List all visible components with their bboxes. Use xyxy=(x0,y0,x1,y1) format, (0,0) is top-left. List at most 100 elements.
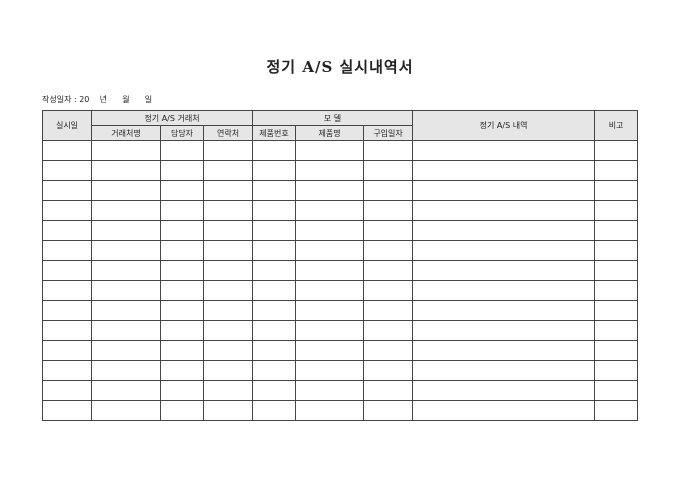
table-cell[interactable] xyxy=(160,200,204,221)
table-cell[interactable] xyxy=(91,180,161,201)
table-cell[interactable] xyxy=(594,380,639,401)
table-cell[interactable] xyxy=(295,340,365,361)
table-cell[interactable] xyxy=(202,140,254,161)
table-cell[interactable] xyxy=(363,180,414,201)
table-cell[interactable] xyxy=(594,200,639,221)
table-cell[interactable] xyxy=(295,160,365,181)
table-cell[interactable] xyxy=(160,280,204,301)
table-cell[interactable] xyxy=(42,180,92,201)
table-cell[interactable] xyxy=(412,340,596,361)
table-cell[interactable] xyxy=(412,380,596,401)
table-cell[interactable] xyxy=(42,400,92,421)
table-cell[interactable] xyxy=(594,240,639,261)
table-cell[interactable] xyxy=(363,400,414,421)
table-cell[interactable] xyxy=(252,240,297,261)
table-cell[interactable] xyxy=(412,240,596,261)
table-cell[interactable] xyxy=(412,180,596,201)
table-cell[interactable] xyxy=(160,400,204,421)
table-cell[interactable] xyxy=(363,300,414,321)
table-cell[interactable] xyxy=(412,140,596,161)
table-cell[interactable] xyxy=(91,240,161,261)
table-cell[interactable] xyxy=(594,320,639,341)
table-cell[interactable] xyxy=(295,260,365,281)
table-cell[interactable] xyxy=(91,160,161,181)
table-cell[interactable] xyxy=(252,280,297,301)
table-cell[interactable] xyxy=(594,140,639,161)
table-cell[interactable] xyxy=(363,380,414,401)
table-cell[interactable] xyxy=(363,140,414,161)
table-cell[interactable] xyxy=(295,200,365,221)
table-cell[interactable] xyxy=(202,360,254,381)
table-cell[interactable] xyxy=(295,300,365,321)
table-cell[interactable] xyxy=(42,280,92,301)
table-cell[interactable] xyxy=(252,160,297,181)
table-cell[interactable] xyxy=(252,180,297,201)
table-cell[interactable] xyxy=(295,140,365,161)
table-cell[interactable] xyxy=(42,300,92,321)
table-cell[interactable] xyxy=(363,320,414,341)
table-cell[interactable] xyxy=(363,200,414,221)
table-cell[interactable] xyxy=(252,320,297,341)
table-cell[interactable] xyxy=(42,200,92,221)
table-cell[interactable] xyxy=(42,260,92,281)
table-cell[interactable] xyxy=(594,260,639,281)
table-cell[interactable] xyxy=(252,260,297,281)
table-cell[interactable] xyxy=(42,380,92,401)
table-cell[interactable] xyxy=(42,360,92,381)
table-cell[interactable] xyxy=(91,280,161,301)
table-cell[interactable] xyxy=(295,400,365,421)
table-cell[interactable] xyxy=(42,240,92,261)
table-cell[interactable] xyxy=(42,140,92,161)
table-cell[interactable] xyxy=(160,380,204,401)
table-cell[interactable] xyxy=(202,380,254,401)
table-cell[interactable] xyxy=(91,360,161,381)
table-cell[interactable] xyxy=(412,320,596,341)
table-cell[interactable] xyxy=(160,140,204,161)
table-cell[interactable] xyxy=(91,200,161,221)
table-cell[interactable] xyxy=(363,240,414,261)
table-cell[interactable] xyxy=(295,380,365,401)
table-cell[interactable] xyxy=(42,220,92,241)
table-cell[interactable] xyxy=(160,360,204,381)
table-cell[interactable] xyxy=(363,220,414,241)
table-cell[interactable] xyxy=(202,160,254,181)
table-cell[interactable] xyxy=(412,280,596,301)
table-cell[interactable] xyxy=(594,220,639,241)
table-cell[interactable] xyxy=(252,340,297,361)
table-cell[interactable] xyxy=(91,320,161,341)
table-cell[interactable] xyxy=(160,220,204,241)
table-cell[interactable] xyxy=(202,400,254,421)
table-cell[interactable] xyxy=(295,320,365,341)
table-cell[interactable] xyxy=(252,380,297,401)
table-cell[interactable] xyxy=(252,300,297,321)
table-cell[interactable] xyxy=(412,160,596,181)
table-cell[interactable] xyxy=(594,180,639,201)
table-cell[interactable] xyxy=(412,400,596,421)
table-cell[interactable] xyxy=(594,340,639,361)
table-cell[interactable] xyxy=(412,300,596,321)
table-cell[interactable] xyxy=(160,300,204,321)
table-cell[interactable] xyxy=(202,260,254,281)
table-cell[interactable] xyxy=(295,280,365,301)
table-cell[interactable] xyxy=(42,340,92,361)
table-cell[interactable] xyxy=(594,360,639,381)
table-cell[interactable] xyxy=(160,320,204,341)
table-cell[interactable] xyxy=(160,180,204,201)
table-cell[interactable] xyxy=(202,280,254,301)
table-cell[interactable] xyxy=(295,220,365,241)
table-cell[interactable] xyxy=(160,340,204,361)
table-cell[interactable] xyxy=(91,340,161,361)
table-cell[interactable] xyxy=(252,400,297,421)
table-cell[interactable] xyxy=(202,200,254,221)
table-cell[interactable] xyxy=(594,280,639,301)
table-cell[interactable] xyxy=(202,320,254,341)
table-cell[interactable] xyxy=(363,360,414,381)
table-cell[interactable] xyxy=(160,240,204,261)
table-cell[interactable] xyxy=(363,280,414,301)
table-cell[interactable] xyxy=(363,260,414,281)
table-cell[interactable] xyxy=(42,160,92,181)
table-cell[interactable] xyxy=(91,140,161,161)
table-cell[interactable] xyxy=(91,400,161,421)
table-cell[interactable] xyxy=(295,180,365,201)
table-cell[interactable] xyxy=(202,300,254,321)
